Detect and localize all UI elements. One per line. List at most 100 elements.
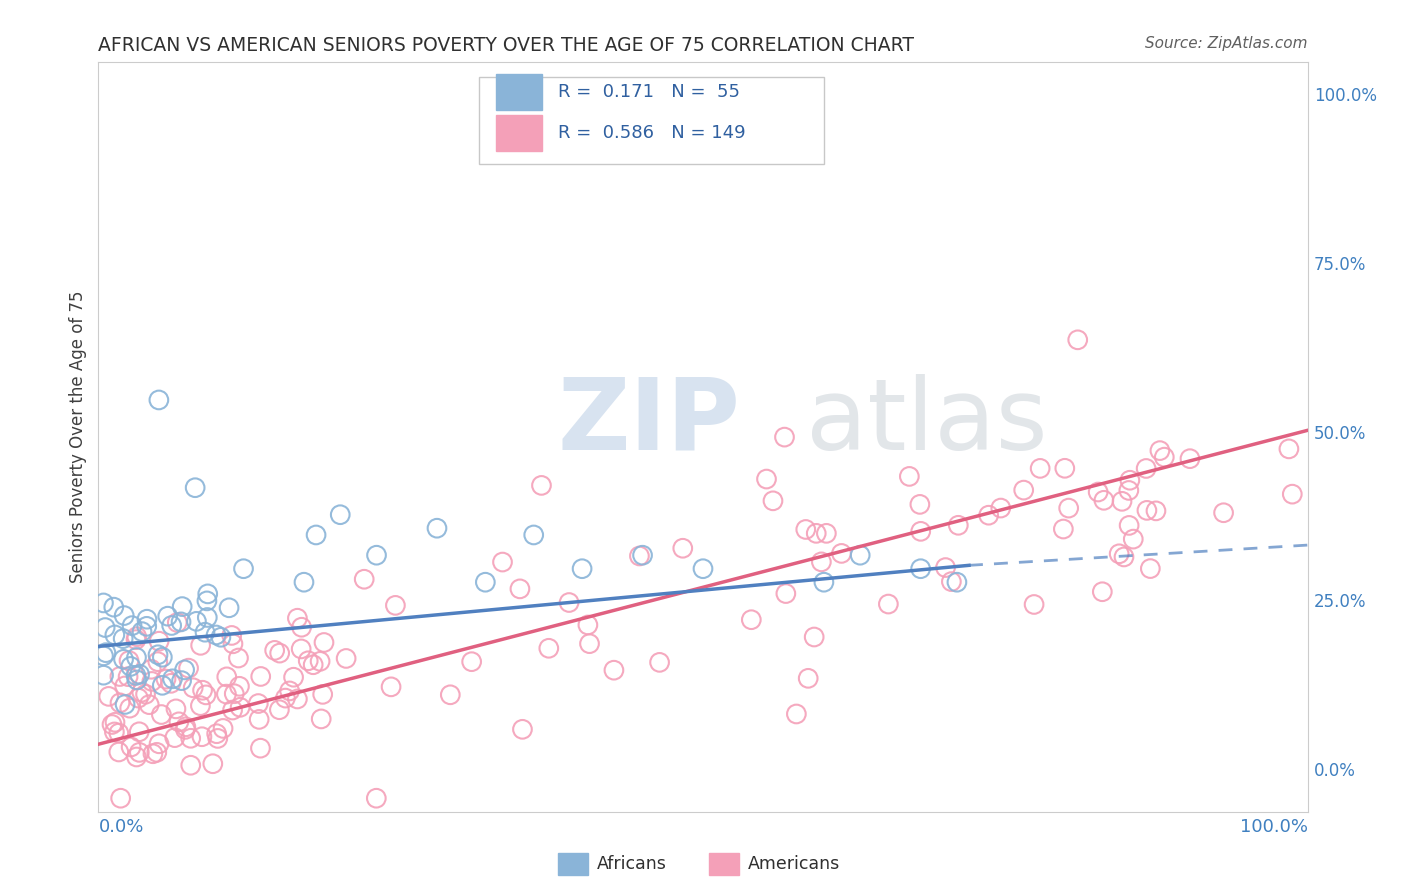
Point [207, 731, 229, 746]
Point [94, 646, 117, 660]
Point [172, 599, 194, 614]
Point [366, 548, 388, 562]
Point [269, 646, 291, 660]
Point [160, 618, 183, 632]
Point [112, 632, 135, 646]
Text: 25.0%: 25.0% [1313, 593, 1367, 611]
Point [138, 698, 160, 712]
Point [228, 679, 250, 693]
Point [170, 615, 193, 629]
Point [426, 521, 449, 535]
Point [1111, 494, 1133, 508]
Point [118, 701, 141, 715]
Point [128, 745, 150, 759]
Point [755, 472, 778, 486]
Point [191, 730, 214, 744]
Point [1149, 443, 1171, 458]
Point [773, 430, 796, 444]
Point [290, 641, 312, 656]
Point [249, 741, 271, 756]
Point [97, 690, 120, 704]
Point [180, 731, 202, 746]
Text: atlas: atlas [806, 374, 1047, 471]
Point [112, 652, 135, 666]
Point [815, 526, 838, 541]
Point [910, 562, 932, 576]
Text: 75.0%: 75.0% [1313, 256, 1367, 274]
Point [141, 674, 163, 689]
Point [136, 612, 159, 626]
Point [794, 523, 817, 537]
Point [101, 717, 124, 731]
Text: 100.0%: 100.0% [1240, 819, 1308, 837]
Text: 100.0%: 100.0% [1313, 87, 1376, 105]
Point [849, 548, 872, 562]
Point [380, 680, 402, 694]
Point [148, 634, 170, 648]
Point [108, 726, 131, 740]
Point [977, 508, 1000, 523]
FancyBboxPatch shape [479, 78, 824, 163]
Point [287, 692, 309, 706]
Point [120, 659, 142, 673]
Point [224, 687, 246, 701]
Point [121, 618, 143, 632]
Point [174, 723, 197, 737]
Point [740, 613, 762, 627]
Text: Source: ZipAtlas.com: Source: ZipAtlas.com [1144, 36, 1308, 51]
Point [1052, 522, 1074, 536]
Point [167, 714, 190, 729]
Point [93, 668, 115, 682]
Point [125, 673, 148, 687]
Point [1153, 450, 1175, 465]
Point [104, 715, 127, 730]
Point [222, 637, 245, 651]
Point [1122, 532, 1144, 546]
Point [491, 555, 513, 569]
Point [221, 628, 243, 642]
Point [108, 696, 131, 710]
Point [212, 722, 235, 736]
Point [877, 597, 900, 611]
Point [948, 518, 970, 533]
Point [537, 641, 560, 656]
Point [221, 703, 243, 717]
Point [1136, 503, 1159, 517]
Point [170, 673, 193, 688]
Point [329, 508, 352, 522]
Text: R =  0.171   N =  55: R = 0.171 N = 55 [558, 83, 740, 101]
Point [117, 670, 139, 684]
Point [530, 478, 553, 492]
Point [1178, 451, 1201, 466]
Point [125, 650, 148, 665]
Point [941, 574, 963, 589]
Point [648, 656, 671, 670]
Point [118, 654, 141, 668]
Point [1112, 549, 1135, 564]
Point [150, 678, 173, 692]
Point [366, 791, 388, 805]
Point [135, 687, 157, 701]
Point [305, 528, 328, 542]
Point [946, 575, 969, 590]
Point [209, 630, 232, 644]
Point [384, 599, 406, 613]
Point [197, 587, 219, 601]
Point [1091, 584, 1114, 599]
Point [128, 667, 150, 681]
Point [309, 654, 332, 668]
Point [131, 624, 153, 639]
Point [1087, 485, 1109, 500]
Point [201, 756, 224, 771]
Point [335, 651, 357, 665]
Point [232, 562, 254, 576]
Point [205, 628, 228, 642]
Text: Americans: Americans [748, 855, 839, 873]
Point [312, 635, 335, 649]
Point [229, 700, 252, 714]
Point [103, 600, 125, 615]
Point [1281, 487, 1303, 501]
Point [775, 586, 797, 600]
Point [142, 747, 165, 761]
Text: R =  0.586   N = 149: R = 0.586 N = 149 [558, 124, 745, 142]
